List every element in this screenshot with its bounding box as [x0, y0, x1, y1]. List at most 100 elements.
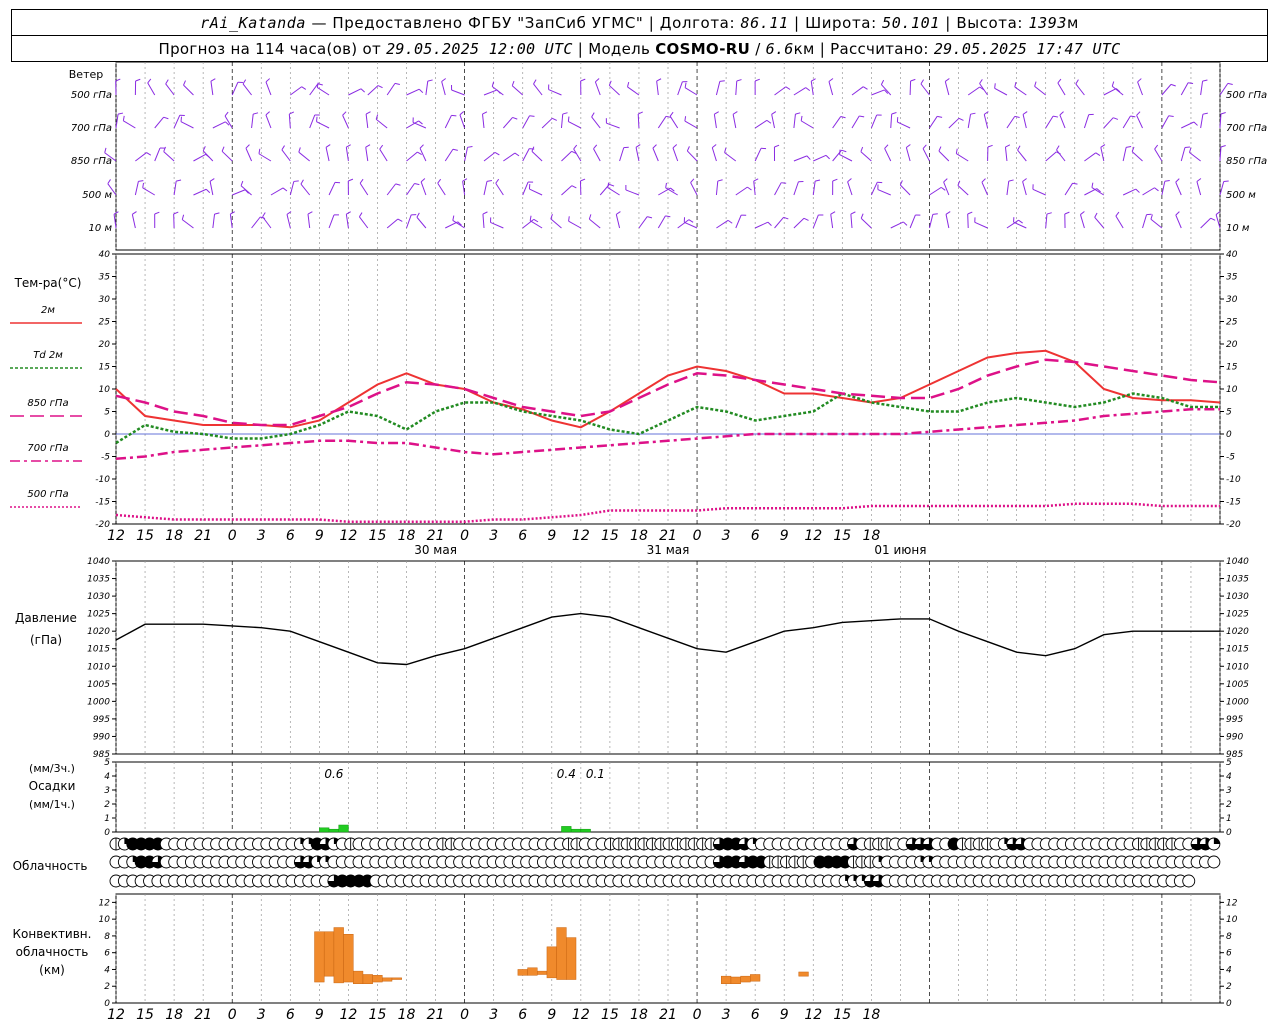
conv-axis-tick-label: 0: [104, 999, 110, 1009]
wind-barb: [967, 86, 980, 96]
wind-barb: [793, 217, 805, 229]
conv-axis-hour-label: 21: [659, 1007, 677, 1023]
precip-total-label: 0.4: [557, 767, 576, 781]
wind-barb: [713, 114, 717, 129]
wind-barb-feather: [224, 111, 229, 117]
precip-axis-tick-label: 3: [1226, 786, 1232, 796]
wind-barb-feather: [1094, 212, 1098, 218]
wind-barb-feather: [983, 111, 989, 115]
wind-barb: [793, 114, 796, 129]
wind-level-label: 500 м: [82, 190, 112, 201]
conv-cloud-bar: [391, 977, 402, 980]
wind-barb: [920, 83, 930, 96]
wind-barb-feather: [562, 112, 568, 115]
cloud-title: Облачность: [13, 859, 88, 873]
temp-series-line: [115, 408, 1220, 461]
wind-barb: [491, 86, 504, 96]
precip-axis-tick-label: 0: [1226, 828, 1232, 838]
wind-barb-feather: [240, 180, 244, 186]
wind-barb: [548, 89, 562, 96]
wind-barb-feather: [859, 115, 865, 118]
temp-axis-tick-label: 30: [1226, 295, 1238, 305]
station-name: rAi_Katanda: [200, 14, 307, 32]
wind-barb: [938, 150, 950, 162]
wind-barb-feather: [1175, 211, 1180, 216]
wind-barb: [899, 184, 911, 196]
wind-barb: [1083, 114, 1090, 129]
temp-axis-hour-label: 0: [693, 528, 702, 544]
wind-barb-feather: [397, 218, 403, 222]
wind-barb-feather: [1115, 211, 1120, 217]
wind-barb: [307, 214, 311, 229]
wind-barb: [483, 181, 488, 196]
conv-axis-tick-label: 4: [104, 965, 110, 975]
wind-barb: [533, 83, 543, 96]
wind-barb-feather: [732, 111, 738, 115]
wind-barb-feather: [1057, 78, 1062, 84]
temp-axis-hour-label: 0: [228, 528, 237, 544]
temp-axis-tick-label: 0: [1226, 430, 1232, 440]
wind-barb: [793, 155, 808, 162]
wind-barb: [560, 114, 564, 129]
wind-barb-feather: [316, 82, 319, 88]
wind-barb-feather: [146, 152, 152, 156]
wind-barb-feather: [359, 178, 364, 184]
temp-axis-hour-label: 21: [427, 528, 445, 544]
wind-barb-feather: [394, 82, 400, 85]
date-label: 30 мая: [414, 543, 457, 557]
conv-title: (км): [39, 963, 65, 977]
wind-barb-feather: [358, 212, 363, 218]
wind-barb: [406, 120, 419, 129]
wind-barb-feather: [1056, 145, 1060, 151]
wind-barb: [922, 148, 930, 162]
wind-barb: [657, 215, 666, 229]
wind-barb-feather: [800, 115, 803, 121]
wind-barb-feather: [163, 146, 166, 152]
wind-barb: [1100, 147, 1105, 162]
wind-barb-feather: [1014, 82, 1017, 88]
pressure-axis-tick-label: 990: [1226, 732, 1243, 742]
wind-barb-feather: [672, 144, 678, 149]
wind-barb-feather: [1202, 79, 1208, 82]
wind-barb-feather: [967, 211, 973, 215]
wind-barb: [839, 154, 853, 162]
wind-barb-feather: [607, 182, 610, 188]
wind-barb: [1136, 115, 1143, 129]
wind-barb: [1161, 181, 1166, 196]
wind-barb: [793, 181, 799, 196]
wind-barb: [1181, 121, 1195, 129]
wind-level-label: 500 гПа: [71, 90, 112, 101]
wind-barb: [309, 114, 316, 129]
wind-barb-feather: [932, 213, 938, 215]
conv-cloud-bar: [517, 969, 528, 976]
temp-axis-tick-label: 10: [99, 385, 111, 395]
wind-level-label-right: 850 гПа: [1226, 156, 1267, 167]
wind-barb-feather: [981, 178, 986, 183]
wind-barb: [386, 83, 396, 96]
wind-barb: [359, 182, 369, 196]
cloud-cover-icon: [1182, 874, 1196, 888]
wind-level-label: 10 м: [89, 223, 113, 234]
wind-barb: [165, 83, 175, 96]
precip-axis-tick-label: 5: [1226, 758, 1232, 768]
temp-axis-hour-label: 3: [722, 528, 731, 544]
wind-barb-feather: [567, 116, 570, 122]
wind-barb: [316, 121, 330, 129]
wind-barb: [929, 116, 938, 129]
wind-barb-feather: [1113, 117, 1119, 120]
wind-barb-feather: [766, 119, 772, 124]
pressure-axis-tick-label: 1005: [1226, 680, 1249, 690]
wind-barb-feather: [1154, 187, 1159, 192]
wind-barb: [979, 83, 988, 96]
wind-barb: [593, 148, 601, 162]
wind-barb-feather: [955, 148, 958, 154]
conv-cloud-bar: [798, 971, 809, 977]
wind-barb-feather: [945, 211, 951, 215]
wind-barb: [1094, 217, 1105, 229]
wind-barb-feather: [531, 146, 535, 152]
wind-barb-feather: [1150, 214, 1153, 220]
conv-axis-hour-label: 12: [107, 1007, 125, 1023]
wind-barb-feather: [482, 111, 488, 115]
wind-barb: [1079, 214, 1085, 229]
wind-barb: [1017, 149, 1027, 162]
